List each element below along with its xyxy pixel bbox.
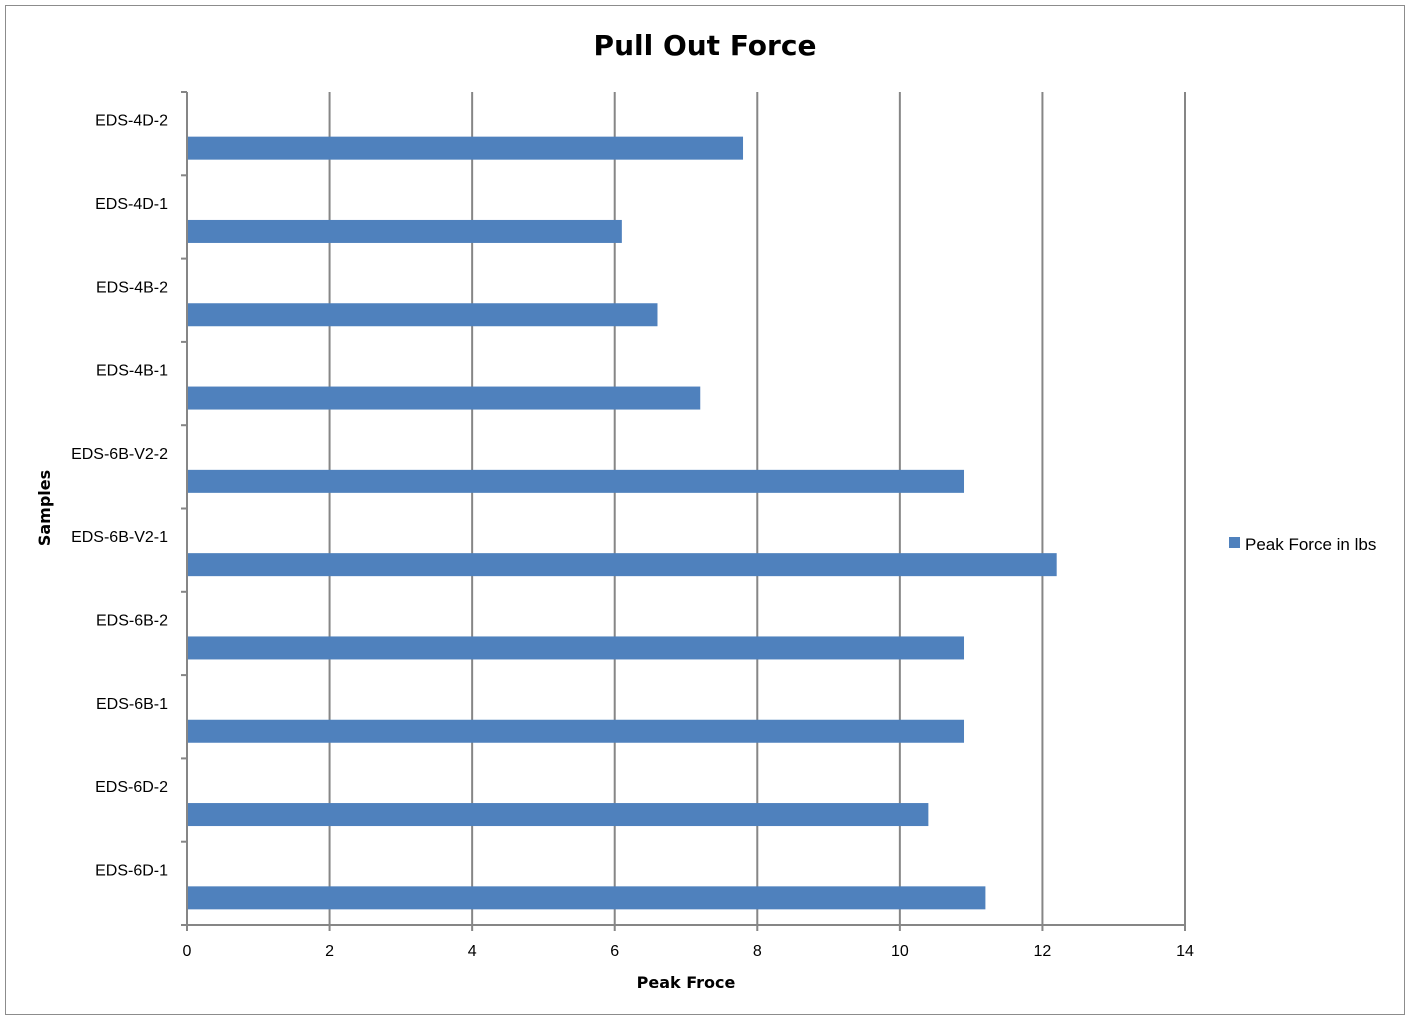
bar — [187, 803, 929, 827]
bar — [187, 469, 965, 493]
chart-frame — [5, 5, 1405, 1015]
bar — [187, 219, 622, 243]
x-tick-label: 10 — [891, 943, 909, 960]
y-tick-label: EDS-4B-1 — [96, 363, 168, 380]
y-tick-label: EDS-4B-2 — [96, 279, 168, 296]
y-tick-label: EDS-6B-2 — [96, 612, 168, 629]
bar — [187, 303, 658, 327]
x-tick-labels: 0 2 4 6 8 10 12 14 — [183, 943, 1194, 960]
x-tick-label: 8 — [753, 943, 762, 960]
y-tick-label: EDS-4D-1 — [95, 196, 168, 213]
bar — [187, 886, 986, 910]
x-tick-label: 0 — [183, 943, 192, 960]
x-axis-title: Peak Froce — [637, 973, 736, 992]
bar — [187, 553, 1057, 577]
bar — [187, 136, 744, 160]
y-tick-label: EDS-6B-V2-2 — [71, 446, 168, 463]
y-tick-label: EDS-4D-2 — [95, 113, 168, 130]
legend-label: Peak Force in lbs — [1245, 535, 1376, 554]
y-axis-title: Samples — [35, 470, 54, 546]
x-tick-label: 2 — [325, 943, 334, 960]
y-tick-label: EDS-6B-V2-1 — [71, 529, 168, 546]
bars — [187, 136, 1057, 910]
bar — [187, 719, 965, 743]
gridlines — [328, 92, 1186, 925]
x-tick-label: 14 — [1176, 943, 1194, 960]
x-tick-label: 6 — [610, 943, 619, 960]
bar — [187, 636, 965, 660]
legend: Peak Force in lbs — [1229, 535, 1376, 554]
axes — [181, 91, 1186, 931]
y-tick-label: EDS-6D-2 — [95, 779, 168, 796]
x-tick-label: 12 — [1034, 943, 1052, 960]
chart-title: Pull Out Force — [594, 29, 817, 62]
y-tick-labels: EDS-6D-1 EDS-6D-2 EDS-6B-1 EDS-6B-2 EDS-6B-V… — [71, 113, 168, 880]
y-tick-label: EDS-6B-1 — [96, 696, 168, 713]
bar — [187, 386, 701, 410]
y-tick-label: EDS-6D-1 — [95, 862, 168, 879]
legend-swatch — [1229, 537, 1240, 548]
x-tick-label: 4 — [468, 943, 477, 960]
